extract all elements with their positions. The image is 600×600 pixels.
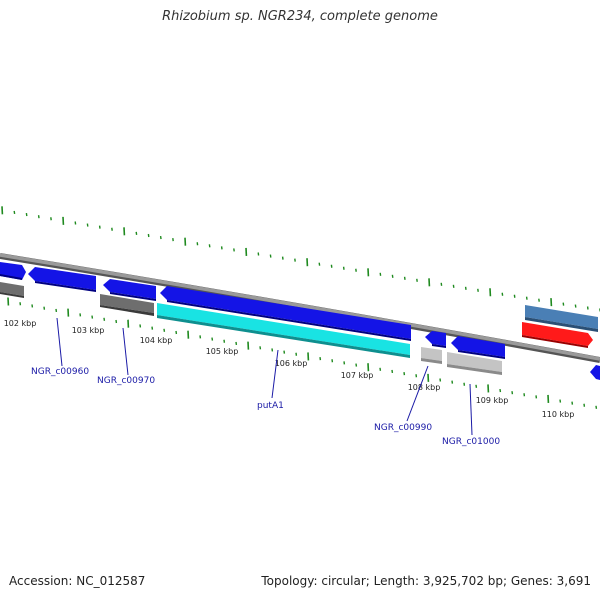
gene-feature[interactable] [590, 365, 600, 380]
gene-feature-grey[interactable] [0, 282, 24, 298]
gene-feature-red[interactable] [522, 322, 593, 348]
outer-tick-ring [1, 206, 600, 312]
gene-feature-cyan[interactable] [157, 303, 410, 358]
scale-label: 107 kbp [341, 371, 374, 380]
scale-label: 110 kbp [542, 410, 575, 419]
gene-feature[interactable] [425, 331, 446, 348]
scale-label: 102 kbp [4, 319, 37, 328]
gene-label-leaders [56, 317, 473, 436]
scale-labels: 102 kbp 103 kbp 104 kbp 105 kbp 106 kbp 107 k… [4, 319, 575, 419]
gene-label-ngr-c00990[interactable]: NGR_c00990 [374, 423, 432, 433]
inner-tick-ring [7, 297, 598, 409]
gene-label-puta1[interactable]: putA1 [257, 401, 284, 411]
scale-label: 108 kbp [408, 383, 441, 392]
gene-label-ngr-c00960[interactable]: NGR_c00960 [31, 367, 89, 377]
gene-label-ngr-c00970[interactable]: NGR_c00970 [97, 376, 155, 386]
gene-feature-light-grey[interactable] [447, 352, 502, 375]
map-title: Rhizobium sp. NGR234, complete genome [162, 9, 438, 24]
scale-label: 103 kbp [72, 326, 105, 335]
scale-label: 106 kbp [275, 359, 308, 368]
accession-text: Accession: NC_012587 [9, 574, 146, 588]
gene-feature[interactable] [451, 336, 505, 359]
gene-feature-steel[interactable] [525, 305, 598, 332]
gene-feature[interactable] [0, 262, 26, 280]
scale-label: 105 kbp [206, 347, 239, 356]
gene-feature[interactable] [160, 286, 411, 341]
gene-feature-light-grey[interactable] [421, 347, 442, 364]
genome-summary-text: Topology: circular; Length: 3,925,702 bp… [261, 574, 591, 588]
scale-label: 104 kbp [140, 336, 173, 345]
scale-label: 109 kbp [476, 396, 509, 405]
gene-feature-grey[interactable] [100, 294, 154, 316]
gene-label-ngr-c01000[interactable]: NGR_c01000 [442, 437, 500, 447]
gene-feature[interactable] [103, 279, 156, 301]
gene-feature[interactable] [28, 267, 96, 292]
